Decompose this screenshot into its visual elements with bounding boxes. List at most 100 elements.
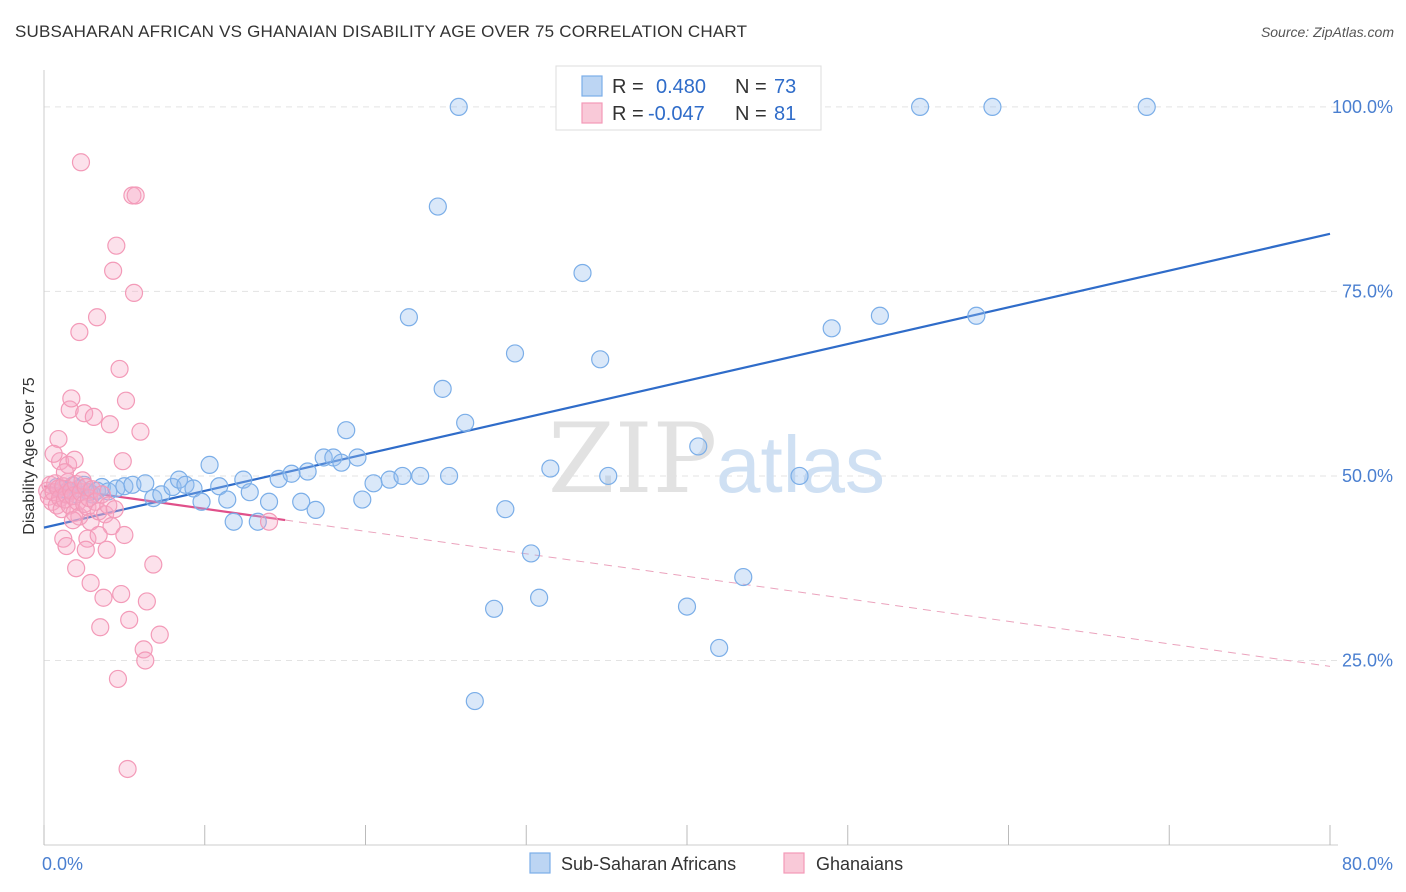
point-ghanaian — [118, 759, 137, 779]
point-sub-saharan — [689, 437, 708, 456]
legend-label-sub-saharan: Sub-Saharan Africans — [561, 854, 736, 874]
point-sub-saharan — [599, 466, 618, 486]
point-ghanaian — [81, 573, 100, 593]
tick-labels: 25.0% 50.0% 75.0% 100.0% 0.0% 80.0% — [42, 97, 1393, 874]
point-ghanaian — [89, 525, 108, 545]
legend-swatch-sub-saharan — [529, 852, 551, 874]
point-sub-saharan — [485, 599, 504, 618]
stats-r-label-1: R = — [612, 76, 644, 98]
point-sub-saharan — [822, 319, 841, 338]
point-ghanaian — [84, 407, 103, 427]
grid — [44, 106, 1338, 661]
series-legend: Sub-Saharan Africans Ghanaians — [529, 852, 903, 874]
point-ghanaian — [124, 283, 144, 303]
point-sub-saharan — [240, 483, 259, 502]
point-sub-saharan — [734, 567, 753, 587]
point-ghanaian — [71, 153, 91, 172]
stats-legend: R = 0.480 N = 73 R = -0.047 N = 81 — [555, 65, 822, 131]
point-ghanaian — [136, 651, 155, 670]
point-sub-saharan — [152, 485, 171, 504]
axes — [43, 70, 1338, 846]
stats-n-value-2: 81 — [774, 103, 796, 125]
point-ghanaian — [100, 415, 120, 434]
point-sub-saharan — [967, 306, 986, 325]
point-ghanaian — [67, 559, 86, 578]
stats-n-label-2: N = — [735, 103, 767, 125]
point-sub-saharan — [200, 455, 219, 474]
point-sub-saharan — [710, 638, 729, 658]
point-sub-saharan — [449, 97, 468, 117]
point-sub-saharan — [983, 97, 1002, 117]
stats-swatch-pink — [581, 102, 603, 124]
point-sub-saharan — [433, 379, 452, 398]
point-sub-saharan — [541, 459, 560, 478]
point-sub-saharan — [292, 492, 311, 511]
point-sub-saharan — [530, 588, 549, 607]
point-sub-saharan — [496, 500, 515, 519]
point-ghanaian — [137, 592, 156, 611]
point-ghanaian — [70, 322, 89, 342]
point-ghanaian — [75, 404, 94, 423]
stats-n-label-1: N = — [735, 76, 767, 98]
point-sub-saharan — [910, 97, 930, 117]
legend-label-ghanaians: Ghanaians — [816, 854, 903, 874]
point-ghanaian — [57, 536, 76, 556]
point-ghanaian — [76, 540, 95, 559]
point-sub-saharan — [353, 490, 372, 509]
point-ghanaian — [104, 261, 123, 280]
point-sub-saharan — [192, 492, 211, 511]
point-sub-saharan — [184, 479, 203, 498]
point-sub-saharan — [136, 474, 155, 493]
point-ghanaian — [150, 625, 169, 644]
y-tick-label: 50.0% — [1342, 466, 1393, 486]
point-sub-saharan — [218, 490, 237, 509]
point-ghanaian — [65, 450, 84, 469]
point-sub-saharan — [298, 462, 317, 481]
point-sub-saharan — [314, 448, 333, 467]
stats-swatch-blue — [581, 75, 603, 97]
point-sub-saharan — [1137, 97, 1156, 117]
point-ghanaian — [115, 525, 134, 545]
point-sub-saharan — [521, 544, 541, 563]
y-tick-label: 75.0% — [1342, 281, 1393, 301]
point-sub-saharan — [337, 421, 356, 440]
point-ghanaian — [94, 588, 113, 607]
point-ghanaian — [97, 540, 116, 559]
point-sub-saharan — [790, 466, 809, 486]
point-ghanaian — [49, 429, 68, 449]
legend-swatch-ghanaians — [783, 852, 805, 874]
point-sub-saharan — [411, 466, 430, 486]
point-ghanaian — [144, 555, 163, 574]
point-sub-saharan — [456, 413, 475, 432]
point-ghanaian — [92, 485, 111, 504]
trend-line-sub-saharan — [43, 232, 1331, 529]
watermark-zip: ZIP — [548, 403, 717, 515]
point-ghanaian — [62, 389, 81, 408]
point-ghanaian — [126, 186, 145, 205]
point-sub-saharan — [306, 500, 325, 520]
point-ghanaian — [259, 512, 279, 531]
point-sub-saharan — [364, 474, 383, 493]
point-sub-saharan — [591, 350, 610, 369]
point-sub-saharan — [428, 197, 447, 216]
point-sub-saharan — [282, 464, 301, 483]
y-tick-label: 100.0% — [1332, 97, 1393, 117]
point-ghanaian — [91, 618, 110, 637]
point-sub-saharan — [399, 308, 419, 327]
point-sub-saharan — [439, 466, 459, 486]
stats-r-label-2: R = — [612, 103, 644, 125]
point-ghanaian — [112, 584, 131, 604]
point-sub-saharan — [505, 344, 525, 363]
points — [38, 97, 1156, 779]
point-sub-saharan — [393, 466, 412, 486]
point-sub-saharan — [348, 448, 367, 467]
point-ghanaian — [44, 444, 63, 463]
watermark: ZIP atlas — [548, 403, 885, 515]
point-ghanaian — [55, 463, 74, 482]
point-sub-saharan — [259, 492, 279, 511]
point-sub-saharan — [224, 512, 243, 531]
source-label: Source: ZipAtlas.com — [1260, 24, 1394, 40]
point-ghanaian — [87, 308, 107, 327]
y-axis-label: Disability Age Over 75 — [21, 377, 38, 535]
